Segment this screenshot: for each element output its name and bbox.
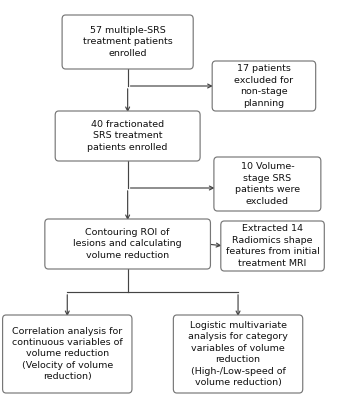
FancyBboxPatch shape xyxy=(62,15,193,69)
FancyBboxPatch shape xyxy=(212,61,316,111)
FancyBboxPatch shape xyxy=(55,111,200,161)
FancyBboxPatch shape xyxy=(173,315,303,393)
Text: Contouring ROI of
lesions and calculating
volume reduction: Contouring ROI of lesions and calculatin… xyxy=(73,228,182,260)
Text: 17 patients
excluded for
non-stage
planning: 17 patients excluded for non-stage plann… xyxy=(234,64,294,108)
Text: Extracted 14
Radiomics shape
features from initial
treatment MRI: Extracted 14 Radiomics shape features fr… xyxy=(226,224,319,268)
FancyBboxPatch shape xyxy=(45,219,210,269)
Text: Logistic multivariate
analysis for category
variables of volume
reduction
(High-: Logistic multivariate analysis for categ… xyxy=(188,321,288,387)
Text: 10 Volume-
stage SRS
patients were
excluded: 10 Volume- stage SRS patients were exclu… xyxy=(235,162,300,206)
FancyBboxPatch shape xyxy=(3,315,132,393)
FancyBboxPatch shape xyxy=(221,221,324,271)
Text: Correlation analysis for
continuous variables of
volume reduction
(Velocity of v: Correlation analysis for continuous vari… xyxy=(12,326,123,382)
Text: 57 multiple-SRS
treatment patients
enrolled: 57 multiple-SRS treatment patients enrol… xyxy=(83,26,172,58)
FancyBboxPatch shape xyxy=(214,157,321,211)
Text: 40 fractionated
SRS treatment
patients enrolled: 40 fractionated SRS treatment patients e… xyxy=(88,120,168,152)
